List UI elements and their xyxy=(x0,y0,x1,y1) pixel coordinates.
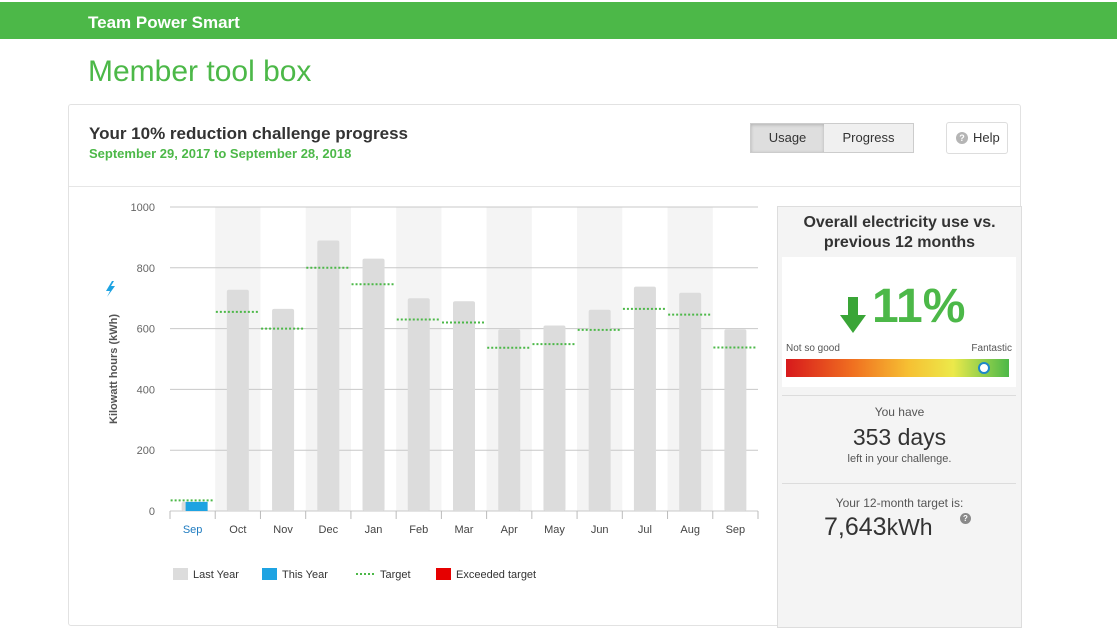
bar-last-year xyxy=(588,309,611,511)
divider xyxy=(782,395,1016,396)
y-tick-label: 800 xyxy=(137,263,155,275)
x-tick-label: Nov xyxy=(273,524,293,536)
bar-last-year xyxy=(407,298,430,511)
usage-toggle-button[interactable]: Usage xyxy=(750,123,825,153)
bar-last-year xyxy=(226,289,249,511)
days-left-value: 353 days xyxy=(852,424,947,450)
x-tick-label: Dec xyxy=(319,524,339,536)
challenge-card: Your 10% reduction challenge progress Se… xyxy=(68,104,1022,628)
help-label: Help xyxy=(973,130,1000,145)
card-title: Your 10% reduction challenge progress xyxy=(89,124,408,143)
x-tick-label: Feb xyxy=(409,524,428,536)
summary-panel: Overall electricity use vs. previous 12 … xyxy=(777,206,1022,628)
gauge-label-high: Fantastic xyxy=(971,343,1012,354)
divider xyxy=(782,483,1016,484)
bar-this-year xyxy=(185,501,208,511)
summary-title: Overall electricity use vs. previous 12 … xyxy=(803,214,996,251)
challenge-date-range: September 29, 2017 to September 28, 2018 xyxy=(89,146,352,161)
question-mark-icon[interactable]: ? xyxy=(960,513,971,524)
x-tick-label: Mar xyxy=(455,524,474,536)
change-percent-number: 11 xyxy=(872,280,923,333)
x-tick-label: Jan xyxy=(365,524,383,536)
x-tick-label: Sep xyxy=(726,524,746,536)
usage-chart: 0 200 400 600 800 1000 Sep Oct Nov Dec Jan Feb Mar Ap… xyxy=(106,202,759,581)
days-left-prefix: You have xyxy=(874,405,925,419)
legend-swatch xyxy=(173,568,188,580)
bar-last-year xyxy=(453,301,475,511)
target-value: 7,643kWh xyxy=(824,513,933,542)
target-unit: kWh xyxy=(886,514,933,540)
x-tick-label: Jul xyxy=(638,524,652,536)
x-tick-label: Sep xyxy=(183,524,203,536)
legend-label: Target xyxy=(380,569,411,581)
legend-label: This Year xyxy=(282,569,328,581)
bar-last-year xyxy=(317,240,340,511)
x-tick-label: Jun xyxy=(591,524,609,536)
y-tick-label: 1000 xyxy=(131,202,155,214)
x-tick-label: Apr xyxy=(501,524,518,536)
legend-swatch xyxy=(262,568,277,580)
y-axis-label: Kilowatt hours (kWh) xyxy=(108,314,120,424)
x-tick-label: Aug xyxy=(680,524,700,536)
y-tick-label: 200 xyxy=(137,445,155,457)
divider xyxy=(69,186,1020,187)
percent-sign: % xyxy=(922,280,966,333)
question-mark-icon: ? xyxy=(956,132,968,144)
brand-name[interactable]: Team Power Smart xyxy=(88,13,240,32)
page-title: Member tool box xyxy=(88,55,312,88)
progress-toggle-button[interactable]: Progress xyxy=(824,123,914,153)
bar-last-year xyxy=(724,329,747,511)
bar-last-year xyxy=(272,308,295,511)
bar-last-year xyxy=(362,258,385,511)
legend-label: Exceeded target xyxy=(456,569,536,581)
change-percent-value: 11% xyxy=(872,279,965,334)
target-number: 7,643 xyxy=(824,513,887,541)
days-left-suffix: left in your challenge. xyxy=(847,453,952,465)
legend-label: Last Year xyxy=(193,569,239,581)
top-nav-bar: Team Power Smart xyxy=(0,2,1117,39)
y-tick-label: 600 xyxy=(137,324,155,336)
y-tick-label: 0 xyxy=(149,506,155,518)
bar-last-year xyxy=(543,325,566,511)
lightning-bolt-icon xyxy=(106,281,115,297)
down-arrow-icon xyxy=(840,297,866,333)
bar-last-year xyxy=(679,292,702,511)
bar-last-year xyxy=(633,286,656,511)
help-button[interactable]: ? Help xyxy=(946,122,1008,154)
performance-gauge xyxy=(786,359,1009,377)
legend-swatch xyxy=(436,568,451,580)
gauge-label-low: Not so good xyxy=(786,343,840,354)
bar-last-year xyxy=(498,329,521,511)
target-label: Your 12-month target is: xyxy=(835,496,964,510)
x-tick-label: Oct xyxy=(229,524,246,536)
x-tick-label: May xyxy=(544,524,565,536)
summary-change-box: 11% Not so good Fantastic xyxy=(782,257,1016,387)
y-tick-label: 400 xyxy=(137,384,155,396)
gauge-marker xyxy=(978,362,991,374)
